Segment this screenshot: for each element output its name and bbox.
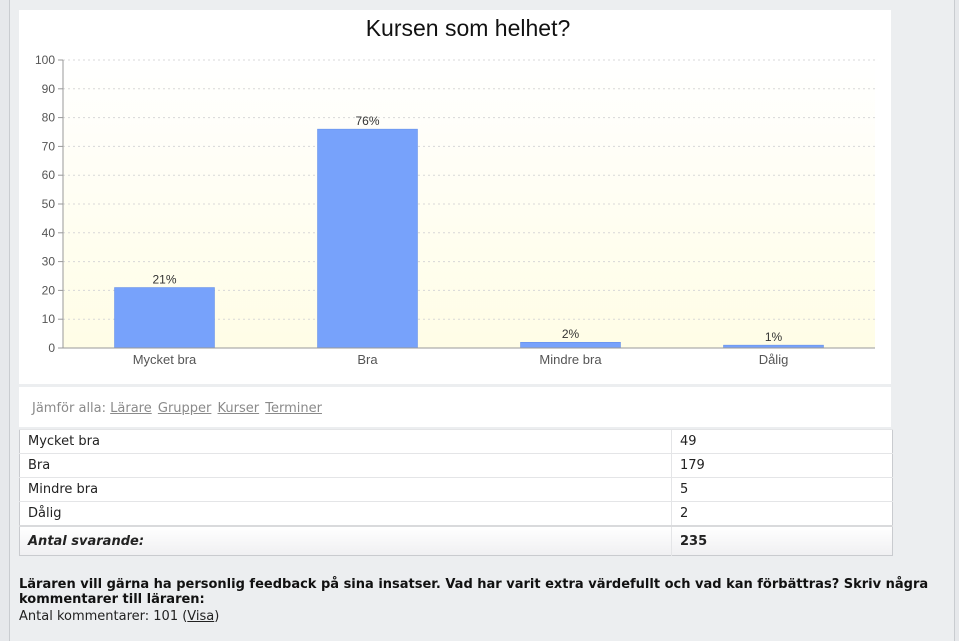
- total-value: 235: [671, 525, 893, 556]
- bar-data-label: 76%: [355, 114, 379, 128]
- bar-data-label: 21%: [152, 273, 176, 287]
- compare-bar: Jämför alla: Lärare Grupper Kurser Termi…: [19, 387, 891, 427]
- x-tick-label: Dålig: [759, 352, 789, 367]
- table-row: Mindre bra 5: [19, 477, 893, 502]
- x-tick-label: Mindre bra: [539, 352, 602, 367]
- y-tick-label: 30: [42, 255, 56, 269]
- compare-link-grupper[interactable]: Grupper: [157, 401, 212, 416]
- y-tick-label: 40: [42, 226, 56, 240]
- y-tick-label: 80: [42, 111, 56, 125]
- bar: [317, 128, 418, 349]
- bar: [114, 287, 215, 349]
- compare-link-kurser[interactable]: Kurser: [217, 401, 260, 416]
- row-label: Bra: [19, 453, 672, 478]
- y-tick-label: 100: [35, 53, 55, 67]
- y-tick-label: 50: [42, 197, 56, 211]
- y-tick-label: 10: [42, 312, 56, 326]
- chart-title: Kursen som helhet?: [366, 15, 571, 41]
- y-tick-label: 60: [42, 168, 56, 182]
- row-value: 49: [671, 429, 893, 454]
- results-table: Mycket bra 49 Bra 179 Mindre bra 5 Dålig…: [19, 429, 893, 556]
- row-label: Mycket bra: [19, 429, 672, 454]
- table-row: Bra 179: [19, 453, 893, 478]
- total-row: Antal svarande: 235: [19, 525, 893, 556]
- row-label: Dålig: [19, 501, 672, 526]
- bar-data-label: 2%: [562, 327, 580, 341]
- compare-link-terminer[interactable]: Terminer: [265, 401, 322, 416]
- table-row: Dålig 2: [19, 501, 893, 526]
- feedback-question: Läraren vill gärna ha personlig feedback…: [19, 577, 929, 607]
- y-tick-label: 0: [48, 341, 55, 355]
- row-value: 5: [671, 477, 893, 502]
- bar: [520, 341, 621, 349]
- show-comments-link[interactable]: Visa: [187, 609, 215, 624]
- compare-link-larare[interactable]: Lärare: [110, 401, 152, 416]
- compare-label: Jämför alla:: [32, 401, 107, 416]
- bar-data-label: 1%: [765, 330, 783, 344]
- row-value: 179: [671, 453, 893, 478]
- y-tick-label: 20: [42, 283, 56, 297]
- chart-panel: Kursen som helhet? 0 10 20 30 40 50 60 70 80 90 10…: [19, 10, 891, 384]
- comment-count: Antal kommentarer: 101 (Visa): [19, 609, 219, 624]
- row-value: 2: [671, 501, 893, 526]
- y-tick-label: 70: [42, 139, 56, 153]
- row-label: Mindre bra: [19, 477, 672, 502]
- total-label: Antal svarande:: [19, 525, 672, 556]
- y-tick-label: 90: [42, 82, 56, 96]
- x-tick-label: Mycket bra: [133, 352, 197, 367]
- comment-count-label: Antal kommentarer: 101 (: [19, 609, 188, 624]
- x-tick-label: Bra: [357, 352, 378, 367]
- table-row: Mycket bra 49: [19, 429, 893, 454]
- bar-chart: Kursen som helhet? 0 10 20 30 40 50 60 70 80 90 10…: [35, 15, 875, 367]
- comment-close-paren: ): [214, 609, 220, 624]
